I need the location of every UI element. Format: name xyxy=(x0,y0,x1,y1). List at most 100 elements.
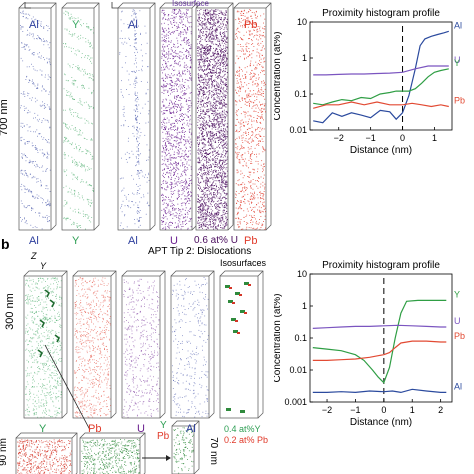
panel-b-chart: Proximity histogram profile1010.10.010.0… xyxy=(274,260,465,428)
b-series-label-al: Al xyxy=(454,381,462,391)
b-xlabel: Distance (nm) xyxy=(350,417,412,428)
panel-b-axis-z: Z xyxy=(31,251,37,261)
tip-b-label-4: Al xyxy=(186,423,196,435)
b-series-u xyxy=(312,324,447,329)
b-xtick-label: 0 xyxy=(381,405,386,415)
b-series-label-u: U xyxy=(454,316,461,326)
apt-tip-b-1 xyxy=(23,270,68,419)
axis-icon-a1 xyxy=(24,2,31,9)
tip-a-label-3: Al xyxy=(128,235,138,247)
a-plot-frame xyxy=(309,21,453,131)
tip-a-top-label-3: Al xyxy=(128,19,138,31)
a-series-label-al: Al xyxy=(454,20,462,30)
tip-b-label-2: Pb xyxy=(88,423,102,435)
dislocation-mark-4 xyxy=(37,349,44,358)
a-xtick-label: −1 xyxy=(365,133,375,143)
apt-tip-a-3 xyxy=(117,2,156,231)
b-series-y xyxy=(312,299,447,384)
dislocation-mark-2 xyxy=(39,319,46,328)
panel-a-chart: Proximity histogram profile 1 0 1 0.1 0.01 −2 −… xyxy=(274,8,465,156)
b-ytick-label: 0.1 xyxy=(294,333,307,343)
apt-tip-a-4 xyxy=(159,2,198,231)
a-series-label-y: Y xyxy=(454,58,460,68)
iso-y-blob xyxy=(225,285,230,288)
panel-a-length-label: 700 nm xyxy=(0,99,10,136)
inset-arrow-head xyxy=(166,455,171,461)
a-series-label-pb: Pb xyxy=(454,95,465,105)
b-xtick-label: −2 xyxy=(322,405,332,415)
inset-small-label: 70 nm xyxy=(207,437,219,465)
a-chart-title: Proximity histogram profile xyxy=(322,8,440,19)
a-series-u xyxy=(313,65,449,76)
iso-pb-blob xyxy=(248,284,251,286)
b-ytick-label: 0.001 xyxy=(284,397,307,407)
apt-tip-b-3 xyxy=(121,270,166,419)
apt-tip-a-6 xyxy=(233,2,272,231)
iso-pb-blob xyxy=(244,312,247,314)
apt-tip-b-2 xyxy=(72,270,117,419)
iso-y-blob xyxy=(228,300,233,303)
b-plot-frame xyxy=(309,273,453,403)
inset-legend-y: Y xyxy=(160,420,167,431)
apt-tip-b-isosurface xyxy=(219,270,264,419)
panel-b-isosurfaces-label: Isosurfaces xyxy=(220,258,267,268)
tip-a-top-label-2: Y xyxy=(72,19,80,31)
b-series-al xyxy=(312,388,447,394)
a-xtick-label: −2 xyxy=(334,133,344,143)
inset-y-box xyxy=(79,432,146,474)
apt-tip-a-2 xyxy=(61,2,100,231)
a-series-y xyxy=(313,68,449,106)
iso-pb-blob xyxy=(239,294,242,296)
b-xtick-label: 1 xyxy=(410,405,415,415)
a-ytick-label: 0.1 xyxy=(294,89,307,99)
iso-pb-blob xyxy=(232,302,235,304)
panel-b-length-label: 300 nm xyxy=(3,293,16,330)
iso-y-blob xyxy=(226,408,231,411)
panel-b-letter: b xyxy=(1,236,10,252)
b-chart-title: Proximity histogram profile xyxy=(322,260,440,271)
tip-a-label-2: Y xyxy=(72,235,80,247)
iso-pb-blob xyxy=(237,332,240,334)
b-ylabel: Concentration (at%) xyxy=(274,294,283,383)
iso-y-blob xyxy=(233,330,238,333)
a-xlabel: Distance (nm) xyxy=(350,145,412,156)
axis-icon-a2 xyxy=(111,2,118,9)
dislocation-mark-3 xyxy=(54,334,61,343)
b-series-pb xyxy=(312,340,447,362)
iso-y-blob xyxy=(244,282,249,285)
b-series-label-pb: Pb xyxy=(454,331,465,341)
iso-y-blob xyxy=(240,310,245,313)
apt-tip-a-1 xyxy=(18,2,57,231)
tip-b-label-1: Y xyxy=(39,423,47,435)
iso-y-blob xyxy=(231,318,236,321)
b-ytick-label: 0.01 xyxy=(289,365,307,375)
b-series-label-y: Y xyxy=(454,289,460,299)
a-ytick-label: 1 xyxy=(302,53,307,63)
iso-legend-pb: 0.2 at% Pb xyxy=(224,435,269,445)
tip-a-label-5: 0.6 at% U xyxy=(194,235,238,246)
dislocation-mark-1 xyxy=(49,299,56,308)
b-xtick-label: 2 xyxy=(438,405,443,415)
a-series-label-u: U xyxy=(454,55,461,65)
inset-legend-pb: Pb xyxy=(157,431,170,442)
panel-b-title: APT Tip 2: Dislocations xyxy=(148,246,252,257)
inset-side-label: 90 nm xyxy=(0,438,9,466)
iso-y-blob xyxy=(240,410,245,413)
inset-pb-box xyxy=(15,432,78,474)
a-series-al xyxy=(313,30,449,124)
a-xtick-label: 0 xyxy=(400,133,405,143)
b-ytick-label: 10 xyxy=(297,269,307,279)
iso-legend-y: 0.4 at%Y xyxy=(224,424,261,434)
dislocation-mark-0 xyxy=(44,289,51,298)
a-ytick-label: 0.01 xyxy=(289,125,307,135)
tip-a-label-4: U xyxy=(170,235,178,247)
tip-b-label-3: U xyxy=(137,423,145,435)
inset-small-box xyxy=(171,420,200,474)
a-ylabel: Concentration (at%) xyxy=(274,32,283,121)
tip-a-label-1: Al xyxy=(29,235,39,247)
a-xtick-label: 1 xyxy=(432,133,437,143)
tip-a-top-label-6: Pb xyxy=(244,19,258,31)
apt-tip-b-4 xyxy=(170,270,215,419)
b-ytick-label: 1 xyxy=(302,301,307,311)
